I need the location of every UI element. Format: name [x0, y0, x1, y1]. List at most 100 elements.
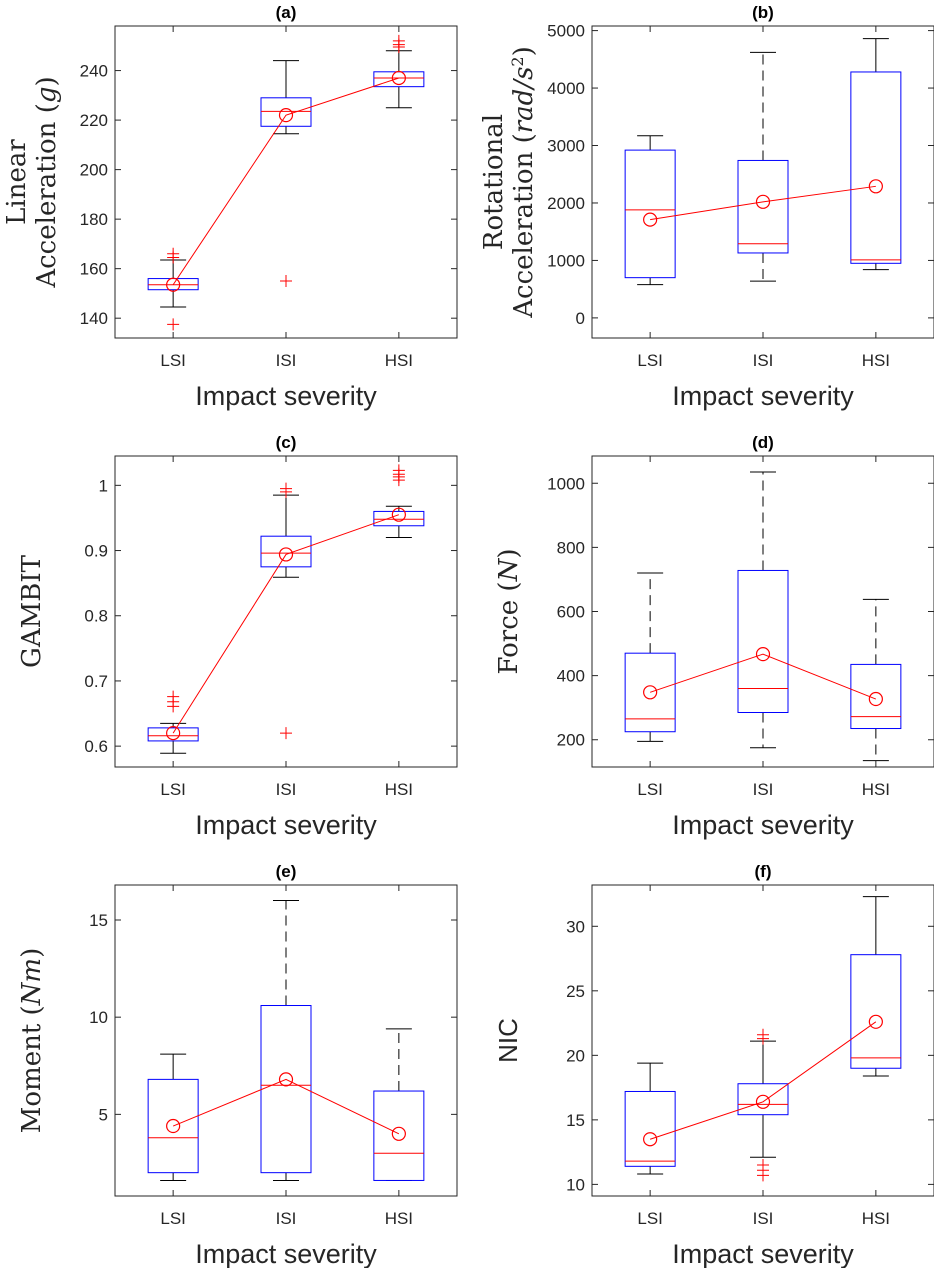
panel-c-lsi-outlier — [167, 690, 180, 703]
panel-f-isi-mean-marker — [755, 1094, 771, 1109]
panel-c-xtick-label: ISI — [276, 780, 297, 799]
panel-f-isi-box — [737, 1083, 789, 1116]
panel-f: (f) 10 15 20 25 30 LSI ISI HSI Impact severity NIC — [493, 862, 934, 1268]
panel-b-xlabel: Impact severity — [672, 381, 854, 411]
panel-d-ytick-label: 1000 — [547, 474, 585, 493]
panel-a-ytick-label: 140 — [80, 309, 108, 328]
panel-f-isi-outlier — [757, 1028, 769, 1041]
panel-e-hsi-box — [373, 1090, 425, 1181]
panel-a-mean-line — [172, 77, 400, 286]
panel-a-ytick-label: 180 — [80, 210, 108, 229]
panel-e-xlabel: Impact severity — [195, 1239, 377, 1268]
panel-c-isi-box — [260, 535, 312, 568]
panel-b-ytick-label: 1000 — [547, 251, 585, 270]
panel-a-ytick-label: 160 — [80, 260, 108, 279]
panel-c-ytick-label: 0.6 — [84, 737, 108, 756]
panel-f-isi-outlier — [757, 1159, 769, 1172]
panel-a-lsi-outlier — [167, 318, 180, 331]
panel-c-ytick-label: 1 — [99, 476, 108, 495]
panel-a-ytick-label: 220 — [80, 111, 108, 130]
panel-f-xlabel: Impact severity — [672, 1239, 854, 1268]
panel-c-isi-outlier — [280, 482, 292, 495]
panel-b-ytick-label: 4000 — [547, 79, 585, 98]
panel-b-xtick-label: HSI — [862, 351, 890, 370]
panel-b-ylabel-line2: Acceleration (rad/s2) — [508, 46, 540, 319]
panel-f-ytick-label: 10 — [566, 1175, 585, 1194]
panel-a-hsi-mean-marker — [391, 70, 406, 86]
panel-b-xtick-label: LSI — [637, 351, 663, 370]
panel-c-title: (c) — [276, 433, 297, 452]
panel-f-xtick-label: ISI — [753, 1209, 774, 1228]
panel-b-lsi-box — [624, 149, 676, 279]
panel-d-xtick-label: LSI — [637, 780, 663, 799]
panel-c-lsi-mean-marker — [166, 725, 181, 741]
panel-e: (e) 5 10 15 LSI ISI HSI Impact severity Moment (… — [17, 862, 458, 1268]
panel-e-xtick-label: LSI — [160, 1209, 186, 1228]
panel-a-lsi-mean-marker — [166, 277, 181, 292]
panel-b-xtick-label: ISI — [753, 351, 774, 370]
panel-d-mean-line — [649, 653, 877, 700]
panel-e-lsi-box — [147, 1078, 199, 1174]
panel-f-mean-line — [649, 1021, 877, 1140]
panel-d-hsi-mean-marker — [868, 691, 883, 707]
panel-e-isi-box — [260, 1005, 312, 1174]
panel-b-mean-line — [650, 185, 876, 221]
panel-d-ytick-label: 400 — [557, 667, 585, 686]
panel-f-xtick-label: HSI — [862, 1209, 890, 1228]
panel-d-ytick-label: 200 — [557, 731, 585, 750]
panel-d-ylabel: Force (N) — [494, 549, 524, 675]
panel-c-hsi-outlier — [392, 464, 405, 477]
panel-b-ylabel-line1: Rotational — [479, 114, 509, 250]
panel-e-ytick-label: 15 — [89, 911, 108, 930]
panel-e-isi-mean-marker — [278, 1072, 294, 1087]
panel-b: (b) 0 1000 2000 3000 4000 5000 LSI ISI HSI Impact … — [479, 3, 934, 411]
panel-f-ytick-label: 30 — [566, 917, 585, 936]
panel-a-xlabel: Impact severity — [195, 381, 377, 411]
panel-e-title: (e) — [276, 862, 297, 881]
panel-c-lsi-box — [147, 727, 199, 742]
panel-b-title: (b) — [752, 3, 774, 22]
panel-a-isi-outlier — [280, 275, 292, 288]
panel-e-ytick-label: 5 — [99, 1105, 108, 1124]
panel-a-lsi-outlier — [167, 247, 180, 260]
panel-c-isi-mean-marker — [278, 547, 294, 562]
panel-c-mean-line — [172, 514, 400, 734]
panel-a-ylabel-line2: Acceleration (g) — [32, 76, 62, 288]
panel-d-lsi-mean-marker — [643, 685, 658, 700]
panel-c-xtick-label: LSI — [160, 780, 186, 799]
panel-d: (d) 200 400 600 800 1000 LSI ISI HSI Impact sever… — [494, 433, 934, 840]
panel-c: (c) 0.6 0.7 0.8 0.9 1 LSI ISI HSI Impact severity… — [17, 433, 458, 840]
panel-e-xtick-label: ISI — [276, 1209, 297, 1228]
panel-c-ytick-label: 0.8 — [84, 607, 108, 626]
panel-e-ytick-label: 10 — [89, 1008, 108, 1027]
panel-c-isi-outlier — [280, 727, 292, 740]
panel-e-xtick-label: HSI — [385, 1209, 413, 1228]
panel-b-ytick-label: 3000 — [547, 137, 585, 156]
panel-f-lsi-mean-marker — [643, 1132, 658, 1147]
panel-c-hsi-box — [373, 510, 425, 527]
panel-c-xlabel: Impact severity — [195, 810, 377, 840]
panel-f-lsi-box — [624, 1090, 676, 1167]
panel-c-ytick-label: 0.9 — [84, 542, 108, 561]
panel-a-title: (a) — [276, 3, 297, 22]
panel-f-ytick-label: 15 — [566, 1111, 585, 1130]
panel-a-hsi-outlier — [392, 34, 405, 47]
panel-a-xtick-label: HSI — [385, 351, 413, 370]
panel-c-ytick-label: 0.7 — [84, 672, 108, 691]
panel-b-isi-box — [737, 159, 789, 254]
panel-e-hsi-mean-marker — [391, 1126, 406, 1141]
panel-b-isi-mean-marker — [755, 194, 771, 209]
panel-f-hsi-mean-marker — [868, 1014, 883, 1029]
panel-e-mean-line — [172, 1078, 400, 1135]
panel-d-title: (d) — [752, 433, 774, 452]
panel-c-hsi-mean-marker — [391, 507, 406, 522]
panel-b-ytick-label: 0 — [576, 309, 585, 328]
panel-a: (a) 140 160 180 200 220 240 LSI ISI HSI Impact sev… — [2, 3, 458, 411]
panel-d-isi-mean-marker — [755, 647, 771, 662]
panel-a-ytick-label: 200 — [80, 161, 108, 180]
panel-a-ytick-label: 240 — [80, 62, 108, 81]
panel-d-xtick-label: HSI — [862, 780, 890, 799]
panel-f-ytick-label: 25 — [566, 982, 585, 1001]
panel-d-ytick-label: 800 — [557, 538, 585, 557]
